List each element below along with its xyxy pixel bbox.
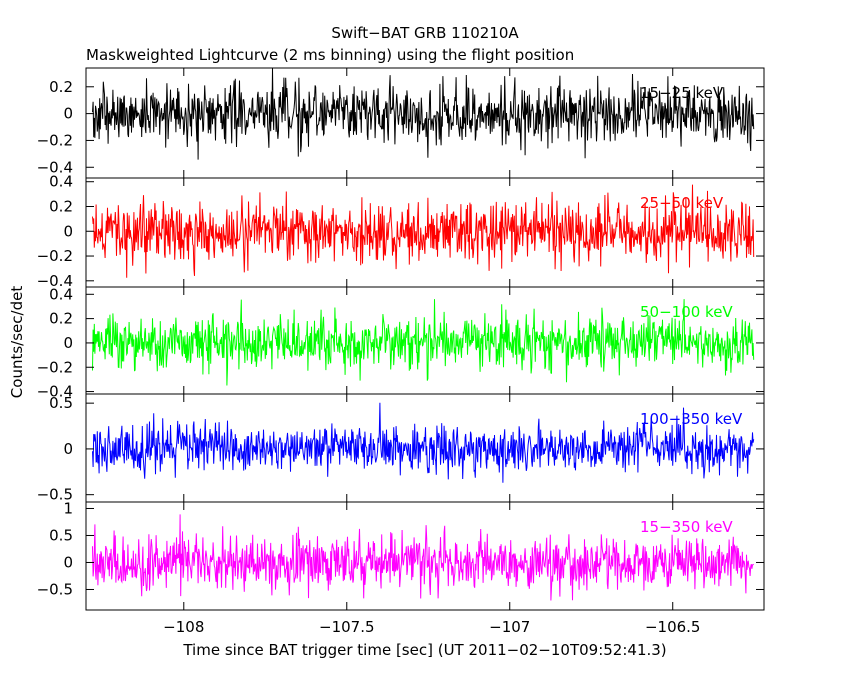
panel-1: −0.4 −0.2 0 0.2 15−25 keV bbox=[37, 67, 765, 179]
y-tick-label: 0.5 bbox=[49, 394, 73, 412]
series-line-3 bbox=[92, 299, 755, 386]
band-label-2: 25−50 keV bbox=[640, 194, 724, 212]
x-tick-label: −107 bbox=[489, 618, 530, 636]
chart-title: Swift−BAT GRB 110210A bbox=[331, 24, 519, 42]
panel-5: −0.5 0 0.5 1 15−350 keV bbox=[37, 499, 765, 611]
series-line-2 bbox=[92, 184, 755, 278]
y-tick-label: −0.4 bbox=[37, 272, 73, 290]
y-tick-label: −0.2 bbox=[37, 358, 73, 376]
chart-subtitle: Maskweighted Lightcurve (2 ms binning) u… bbox=[86, 46, 574, 64]
y-tick-label: 0 bbox=[63, 553, 73, 571]
band-label-4: 100−350 keV bbox=[640, 410, 743, 428]
x-axis: −108 −107.5 −107 −106.5 bbox=[163, 618, 700, 636]
band-label-5: 15−350 keV bbox=[640, 518, 733, 536]
y-tick-label: 0.4 bbox=[49, 285, 73, 303]
y-tick-label: 0 bbox=[63, 105, 73, 123]
panel-3: −0.4 −0.2 0 0.2 0.4 50−100 keV bbox=[37, 285, 765, 401]
y-tick-label: 0.2 bbox=[49, 310, 73, 328]
y-tick-label: 0.2 bbox=[49, 197, 73, 215]
y-tick-label: 0.5 bbox=[49, 526, 73, 544]
x-axis-label: Time since BAT trigger time [sec] (UT 20… bbox=[182, 641, 666, 659]
series-line-1 bbox=[92, 67, 755, 160]
y-tick-label: 0.4 bbox=[49, 173, 73, 191]
y-tick-label: −0.5 bbox=[37, 486, 73, 504]
x-tick-label: −108 bbox=[163, 618, 204, 636]
band-label-1: 15−25 keV bbox=[640, 84, 724, 102]
band-label-3: 50−100 keV bbox=[640, 303, 733, 321]
y-tick-label: −0.5 bbox=[37, 580, 73, 598]
panels-group: −0.4 −0.2 0 0.2 15−25 keV −0.4 −0.2 0 0.2 0.4 25−5… bbox=[37, 67, 765, 611]
panel-4: −0.5 0 0.5 100−350 keV bbox=[37, 393, 765, 504]
y-tick-label: −0.2 bbox=[37, 131, 73, 149]
panel-frame-5 bbox=[85, 501, 765, 611]
series-line-5 bbox=[92, 514, 755, 601]
series-line-4 bbox=[92, 402, 755, 483]
panel-2: −0.4 −0.2 0 0.2 0.4 25−50 keV bbox=[37, 173, 765, 290]
y-tick-label: 0.2 bbox=[49, 78, 73, 96]
y-axis-label: Counts/sec/det bbox=[8, 286, 26, 399]
y-tick-label: −0.2 bbox=[37, 247, 73, 265]
x-tick-label: −106.5 bbox=[645, 618, 701, 636]
y-tick-label: 0 bbox=[63, 222, 73, 240]
y-tick-label: 0 bbox=[63, 334, 73, 352]
y-tick-label: 1 bbox=[63, 499, 73, 517]
y-tick-label: 0 bbox=[63, 440, 73, 458]
y-tick-label: −0.4 bbox=[37, 158, 73, 176]
y-tick-label: −0.4 bbox=[37, 383, 73, 401]
x-tick-label: −107.5 bbox=[319, 618, 375, 636]
